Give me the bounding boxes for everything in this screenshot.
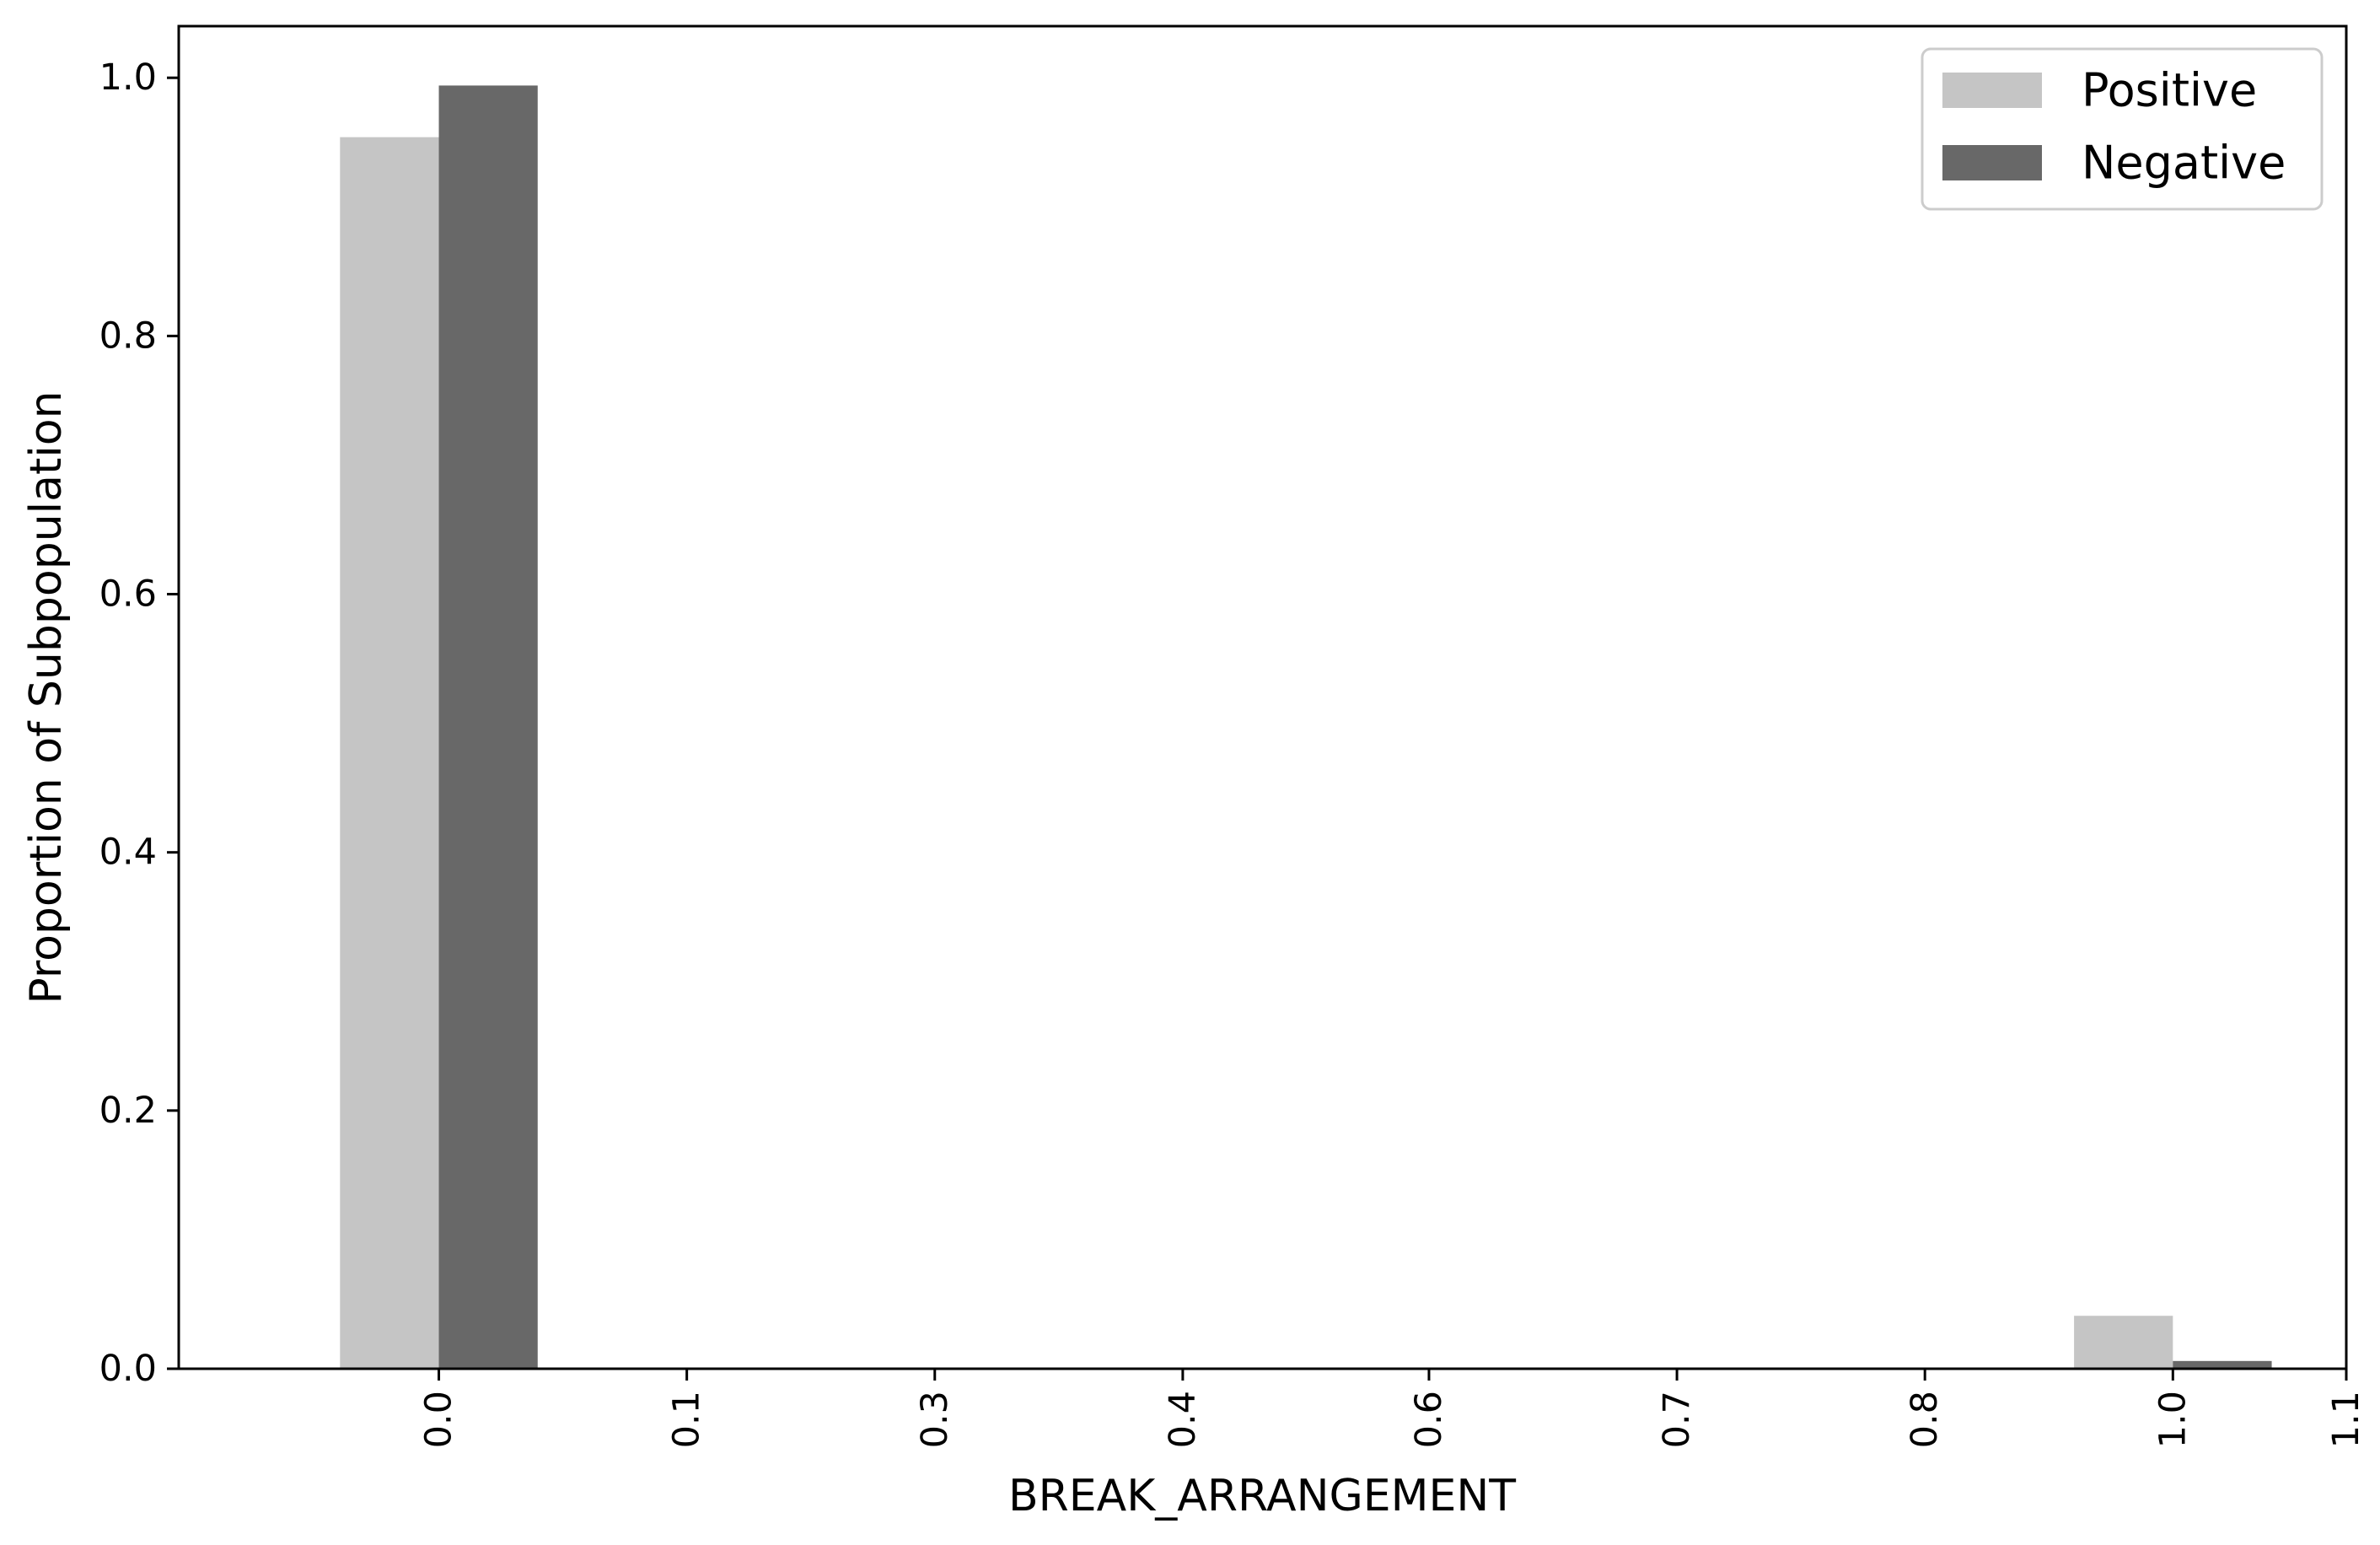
x-tick-label: 0.7 <box>1656 1391 1698 1448</box>
x-tick-label: 0.8 <box>1904 1391 1946 1448</box>
legend: Positive Negative <box>1921 47 2324 211</box>
legend-label-positive: Positive <box>2082 64 2257 117</box>
x-tick-label: 0.4 <box>1162 1391 1204 1448</box>
y-tick-label: 0.2 <box>99 1090 157 1132</box>
x-tick-label: 0.6 <box>1408 1391 1450 1448</box>
bar-negative-1 <box>2173 1360 2272 1369</box>
x-tick-label: 1.0 <box>2152 1391 2194 1448</box>
y-tick-label: 1.0 <box>99 57 157 99</box>
bar-negative-0 <box>438 85 538 1369</box>
x-tick-label: 1.1 <box>2325 1391 2367 1448</box>
x-axis: 0.0 0.1 0.3 0.4 0.6 0.7 0.8 1.0 1.1 <box>418 1369 2367 1448</box>
x-axis-label: BREAK_ARRANGEMENT <box>1008 1471 1516 1521</box>
y-axis-label: Proportion of Subpopulation <box>21 390 72 1004</box>
legend-label-negative: Negative <box>2082 137 2286 190</box>
x-tick-label: 0.1 <box>666 1391 708 1448</box>
bars-layer <box>340 85 2272 1370</box>
plot-frame <box>177 24 2348 1370</box>
y-tick-label: 0.6 <box>99 573 157 616</box>
legend-items: Positive Negative <box>1942 64 2286 190</box>
bar-positive-1 <box>2074 1316 2173 1369</box>
y-tick-label: 0.4 <box>99 832 157 874</box>
x-tick-label: 0.3 <box>914 1391 956 1448</box>
y-tick-label: 0.0 <box>99 1348 157 1390</box>
x-tick-label: 0.0 <box>418 1391 460 1448</box>
legend-swatch-positive <box>1942 73 2042 108</box>
bar-positive-0 <box>340 137 439 1370</box>
y-axis: 0.0 0.2 0.4 0.6 0.8 1.0 <box>99 57 179 1390</box>
legend-swatch-negative <box>1942 145 2042 180</box>
y-tick-label: 0.8 <box>99 315 157 357</box>
